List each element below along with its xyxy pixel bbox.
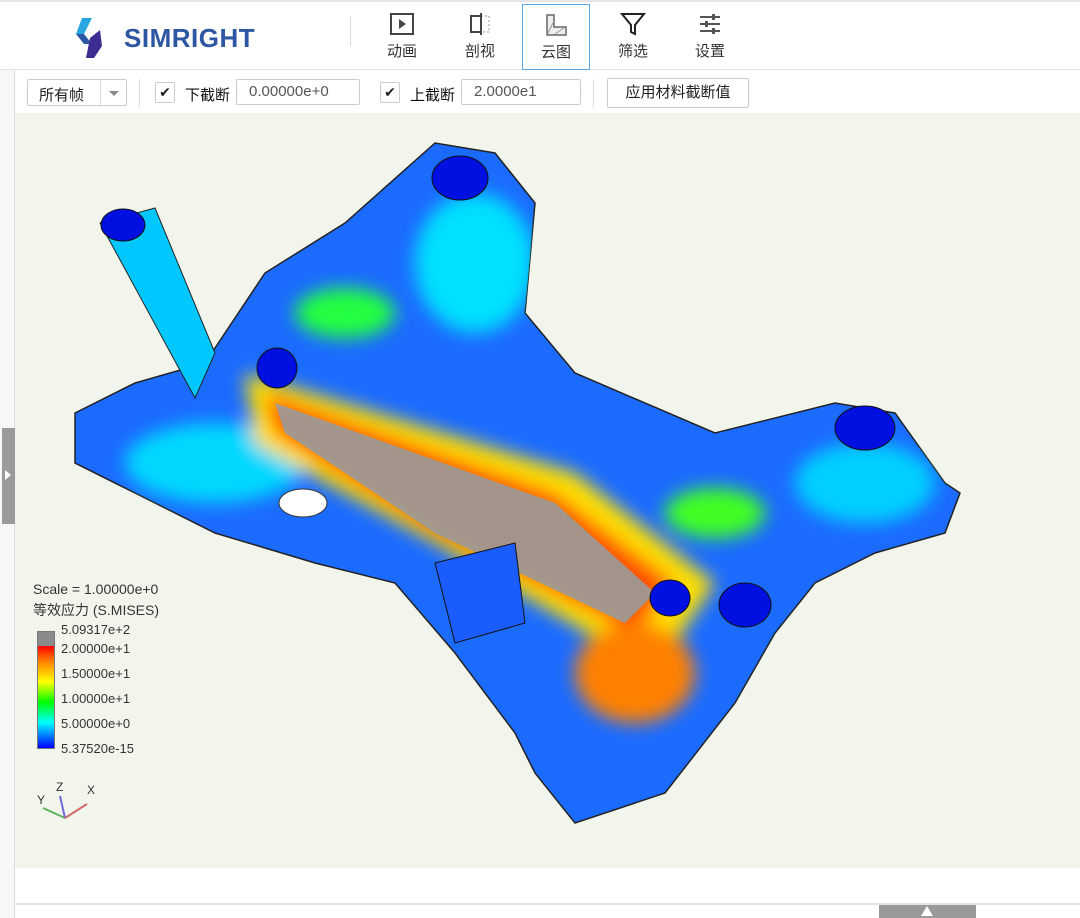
tool-label: 云图 [540, 44, 571, 61]
upper-cut-checkbox[interactable]: ✔ [380, 82, 400, 103]
simright-logo: SIMRIGHT [72, 16, 255, 60]
left-panel-expand-handle[interactable] [2, 428, 15, 524]
app-header: SIMRIGHT 动画 剖视 云图 筛选 设置 [0, 0, 1080, 70]
frame-select-value: 所有帧 [39, 87, 85, 104]
tool-label: 剖视 [464, 43, 495, 60]
logo-mark-icon [76, 18, 102, 58]
animation-icon [390, 13, 414, 35]
bottom-panel [15, 868, 1080, 905]
subframe-contour-model[interactable] [15, 113, 1080, 868]
tool-settings[interactable]: 设置 [676, 4, 744, 70]
section-view-icon [470, 13, 490, 35]
axis-triad: Y Z X [37, 780, 95, 819]
axis-x-label: X [87, 783, 95, 797]
upper-cut-input[interactable]: 2.0000e1 [461, 79, 581, 105]
divider [139, 79, 140, 107]
upper-cut-label: 上截断 [410, 87, 456, 104]
legend-tick: 5.37520e-15 [61, 741, 135, 756]
divider [593, 79, 594, 107]
tool-filter[interactable]: 筛选 [599, 4, 667, 70]
legend-tick: 1.00000e+1 [61, 691, 131, 706]
tool-label: 设置 [694, 43, 725, 60]
legend-tick: 5.09317e+2 [61, 622, 131, 637]
lower-cut-checkbox[interactable]: ✔ [155, 82, 175, 103]
logo-text: SIMRIGHT [124, 22, 256, 53]
settings-sliders-icon [700, 14, 720, 34]
tool-label: 筛选 [617, 43, 648, 60]
legend-tick: 1.50000e+1 [61, 666, 131, 681]
contour-icon [546, 14, 567, 36]
chevron-down-icon[interactable] [100, 80, 126, 105]
color-bar [37, 631, 55, 749]
legend-tick: 5.00000e+0 [61, 716, 131, 731]
lower-cut-label: 下截断 [185, 87, 231, 104]
contour-legend: Scale = 1.00000e+0 等效应力 (S.MISES) 5.0931… [33, 579, 160, 756]
tool-animation[interactable]: 动画 [368, 4, 436, 70]
axis-y-label: Y [37, 793, 45, 807]
axis-z-label: Z [56, 780, 63, 794]
header-divider [350, 16, 351, 46]
frame-select[interactable]: 所有帧 [27, 79, 127, 106]
3d-viewport[interactable]: Scale = 1.00000e+0 等效应力 (S.MISES) 5.0931… [15, 113, 1080, 868]
color-bar-over-range [38, 632, 54, 646]
legend-tick: 2.00000e+1 [61, 641, 131, 656]
lower-cut-input[interactable]: 0.00000e+0 [236, 79, 360, 105]
tool-contour[interactable]: 云图 [522, 4, 590, 70]
apply-material-cutoff-button[interactable]: 应用材料截断值 [607, 78, 749, 108]
bottom-panel-expand-handle[interactable] [879, 905, 976, 918]
tool-section-view[interactable]: 剖视 [446, 4, 514, 70]
tool-label: 动画 [386, 43, 417, 60]
legend-scale: Scale = 1.00000e+0 [33, 581, 159, 597]
legend-title: 等效应力 (S.MISES) [33, 602, 160, 618]
color-bar-spectrum [38, 646, 54, 748]
filter-icon [620, 13, 646, 36]
contour-toolbar: 所有帧 ✔ 下截断 0.00000e+0 ✔ 上截断 2.0000e1 应用材料… [15, 70, 1080, 113]
